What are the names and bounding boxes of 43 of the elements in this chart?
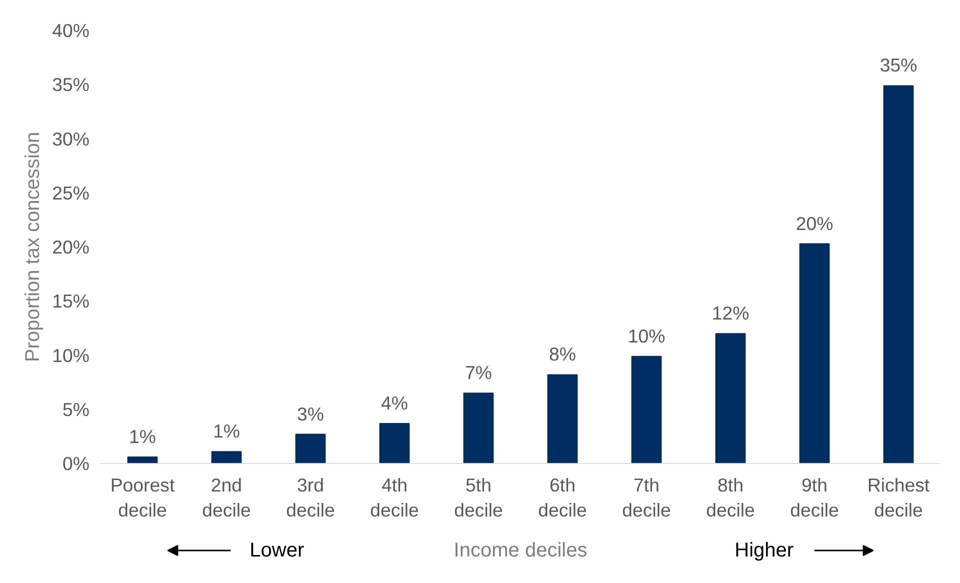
- bar: [295, 434, 326, 464]
- bar: [379, 422, 410, 464]
- y-tick-label: 35%: [52, 74, 90, 96]
- x-tick-label: 6th decile: [538, 474, 587, 521]
- bar: [631, 356, 662, 464]
- x-tick-label: 5th decile: [454, 474, 503, 521]
- y-tick-label: 5%: [62, 398, 90, 420]
- y-tick-label: 20%: [52, 236, 90, 258]
- y-tick-label: 15%: [52, 290, 90, 312]
- data-label: 20%: [796, 212, 834, 234]
- data-label: 7%: [465, 362, 492, 384]
- x-tick-label: 2nd decile: [202, 474, 251, 521]
- data-label: 10%: [628, 325, 666, 346]
- data-label: 35%: [880, 54, 918, 76]
- x-axis-title: Income deciles: [454, 540, 588, 562]
- x-tick-label: 9th decile: [790, 474, 839, 521]
- bar: [883, 85, 914, 464]
- y-axis-title: Proportion tax concession: [22, 132, 44, 362]
- y-tick-label: 10%: [52, 344, 90, 366]
- y-tick-label: 0%: [62, 453, 90, 474]
- x-tick-label: Richest decile: [867, 474, 930, 521]
- data-label: 1%: [213, 420, 240, 442]
- bar: [547, 374, 578, 464]
- bar: [715, 333, 746, 464]
- data-label: 4%: [381, 392, 408, 414]
- data-label: 3%: [297, 403, 324, 424]
- x-tick-label: 4th decile: [370, 474, 419, 521]
- data-label: 12%: [712, 302, 750, 324]
- bar: [127, 456, 158, 464]
- bar: [799, 243, 830, 464]
- x-tick-label: 7th decile: [622, 474, 671, 521]
- x-tick-label: 3rd decile: [286, 474, 335, 521]
- y-tick-label: 40%: [52, 20, 90, 41]
- bar: [463, 392, 494, 464]
- y-tick-label: 30%: [52, 128, 90, 150]
- text: Higher: [734, 540, 794, 562]
- x-tick-label: Poorest decile: [110, 474, 176, 521]
- data-label: 1%: [129, 426, 156, 448]
- data-label: 8%: [549, 344, 576, 365]
- bar: [211, 451, 242, 464]
- text: Lower: [250, 540, 304, 562]
- x-tick-label: 8th decile: [706, 474, 755, 521]
- y-tick-label: 25%: [52, 182, 90, 204]
